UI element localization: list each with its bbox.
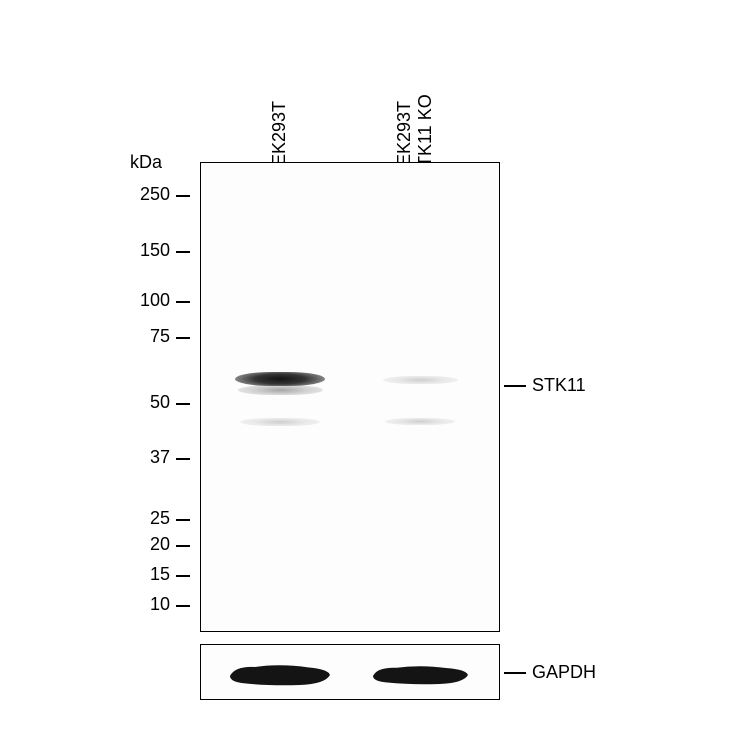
mw-tick-20 [176, 545, 190, 547]
mw-marker-150: 150 [120, 240, 170, 261]
mw-tick-10 [176, 605, 190, 607]
mw-tick-37 [176, 458, 190, 460]
mw-units-label: kDa [130, 152, 162, 173]
western-blot-figure: { "figure": { "units_label": "kDa", "lan… [0, 0, 750, 750]
gapdh-band-lane2 [368, 661, 473, 689]
mw-marker-15: 15 [120, 564, 170, 585]
stk11-band-lane2-trace2 [385, 418, 455, 425]
mw-tick-50 [176, 403, 190, 405]
mw-tick-100 [176, 301, 190, 303]
mw-tick-25 [176, 519, 190, 521]
mw-marker-10: 10 [120, 594, 170, 615]
mw-marker-75: 75 [120, 326, 170, 347]
stk11-band-lane1-secondary [238, 385, 323, 395]
gapdh-band-lane1 [225, 660, 335, 690]
stk11-band-lane2-trace1 [383, 376, 458, 384]
mw-tick-75 [176, 337, 190, 339]
gapdh-label: GAPDH [532, 662, 596, 683]
stk11-band-lane1-faint [240, 418, 320, 426]
stk11-band-lane1-main [235, 372, 325, 386]
mw-marker-37: 37 [120, 447, 170, 468]
stk11-label-tick [504, 385, 526, 387]
mw-marker-100: 100 [120, 290, 170, 311]
gapdh-label-tick [504, 672, 526, 674]
mw-tick-150 [176, 251, 190, 253]
main-blot-panel [200, 162, 500, 632]
mw-marker-25: 25 [120, 508, 170, 529]
mw-marker-250: 250 [120, 184, 170, 205]
mw-tick-250 [176, 195, 190, 197]
stk11-label: STK11 [532, 375, 586, 396]
mw-tick-15 [176, 575, 190, 577]
mw-marker-20: 20 [120, 534, 170, 555]
mw-marker-50: 50 [120, 392, 170, 413]
